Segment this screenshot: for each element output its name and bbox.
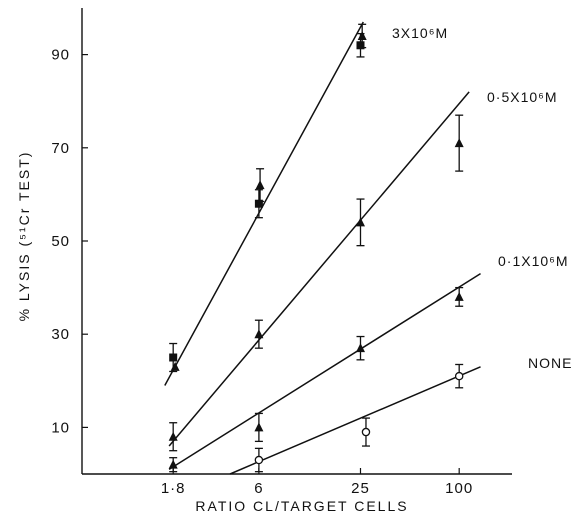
y-tick-label: 90 <box>51 47 70 64</box>
x-tick-label: 1·8 <box>161 480 186 497</box>
data-point-square <box>254 199 263 208</box>
data-point-triangle <box>255 180 265 190</box>
y-axis-title: % LYSIS (⁵¹Cr TEST) <box>16 151 32 322</box>
series-label: NONE <box>528 355 572 371</box>
y-tick-label: 30 <box>51 326 70 343</box>
data-point-triangle <box>454 138 464 148</box>
x-ticks: 1·8 6 25 100 <box>161 468 473 497</box>
data-point-triangle <box>254 329 264 339</box>
data-point-circle <box>454 371 464 381</box>
x-tick-label: 6 <box>254 480 263 497</box>
data-point-triangle <box>168 459 178 469</box>
series-layer: 3X10⁶M 0·5X10⁶M 0·1X10⁶M NONE <box>164 21 572 475</box>
axes <box>81 8 512 475</box>
data-point-triangle <box>254 422 264 432</box>
series-fit-line <box>168 91 470 447</box>
data-point-triangle <box>454 291 464 301</box>
data-point-square <box>356 41 365 50</box>
data-point-triangle <box>357 30 367 40</box>
series-label: 0·1X10⁶M <box>498 253 569 269</box>
data-point-triangle <box>355 343 365 353</box>
x-tick-label: 100 <box>445 480 473 497</box>
series-group: 0·5X10⁶M <box>168 89 558 452</box>
y-ticks: 10 30 50 70 90 <box>51 47 88 436</box>
series-group: 3X10⁶M <box>164 21 448 386</box>
data-point-circle <box>361 427 371 437</box>
series-fit-line <box>168 272 481 470</box>
series-label: 0·5X10⁶M <box>487 89 558 105</box>
data-point-square <box>169 353 178 362</box>
data-point-circle <box>254 455 264 465</box>
series-fit-line <box>229 366 481 475</box>
series-fit-line <box>164 21 364 386</box>
data-point-triangle <box>168 431 178 441</box>
series-group: 0·1X10⁶M <box>168 253 569 473</box>
data-point-triangle <box>170 361 180 371</box>
x-tick-label: 25 <box>351 480 370 497</box>
series-group: NONE <box>229 355 572 475</box>
y-tick-label: 50 <box>51 233 70 250</box>
x-axis-title: RATIO CL/TARGET CELLS <box>195 498 408 514</box>
data-point-triangle <box>355 217 365 227</box>
y-tick-label: 70 <box>51 140 70 157</box>
series-label: 3X10⁶M <box>392 25 448 41</box>
y-tick-label: 10 <box>51 419 70 436</box>
